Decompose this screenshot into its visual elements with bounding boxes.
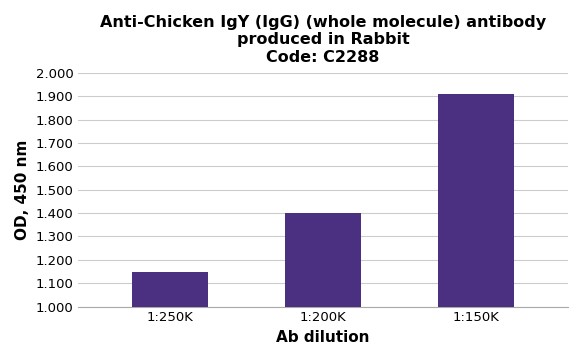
X-axis label: Ab dilution: Ab dilution — [276, 330, 370, 345]
Y-axis label: OD, 450 nm: OD, 450 nm — [15, 140, 30, 240]
Title: Anti-Chicken IgY (IgG) (whole molecule) antibody
produced in Rabbit
Code: C2288: Anti-Chicken IgY (IgG) (whole molecule) … — [100, 15, 546, 65]
Bar — [285, 213, 361, 307]
Bar — [438, 94, 514, 307]
Bar — [132, 271, 208, 307]
